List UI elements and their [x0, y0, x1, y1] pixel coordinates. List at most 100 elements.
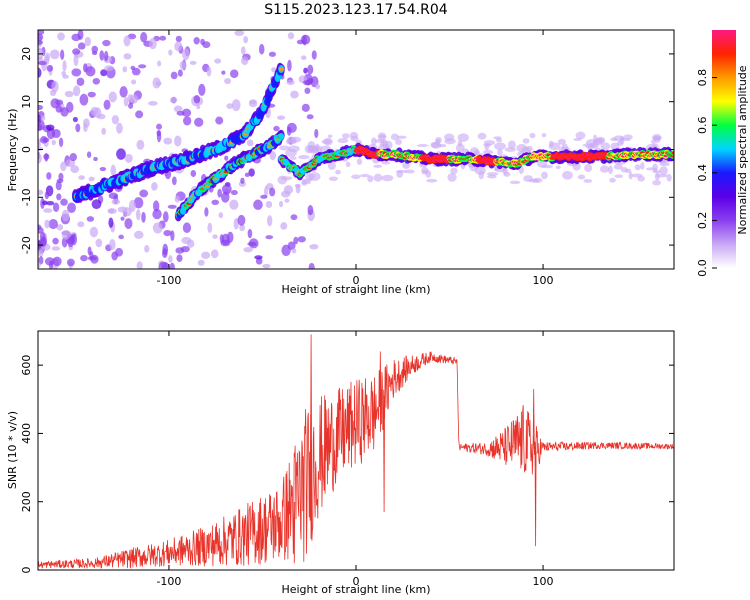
spectrogram-noise [75, 123, 81, 133]
spectrogram-noise [42, 200, 48, 206]
spectrogram-noise [148, 38, 157, 50]
spectrogram-noise [136, 261, 143, 269]
spectrogram-noise [138, 64, 147, 69]
spectrogram-noise [444, 133, 455, 142]
spectrogram-noise [197, 259, 205, 266]
spectrogram-noise [628, 172, 633, 180]
colorbar-tick-label: 0.4 [696, 164, 709, 182]
spectrogram-noise [156, 130, 162, 143]
spectrogram-noise [116, 122, 123, 134]
spectrogram-noise [577, 174, 586, 180]
spectrogram-noise [90, 254, 99, 264]
spectrogram-noise [258, 43, 265, 55]
spectrogram-noise [286, 79, 295, 86]
spectrogram-noise [44, 191, 49, 200]
spectrogram-noise [430, 141, 439, 149]
spectrogram-noise [71, 68, 82, 77]
spectrogram-noise [478, 170, 485, 180]
spectrogram-noise [529, 132, 536, 139]
spectrogram-noise [72, 116, 78, 123]
spectrogram-noise [616, 140, 624, 147]
spectrogram-noise [356, 158, 363, 165]
spectrogram-noise [583, 178, 593, 183]
spectrogram-noise [66, 258, 75, 267]
spectrogram-noise [171, 176, 177, 186]
spectrogram-noise [157, 60, 162, 67]
colorbar-label: Normalized spectral amplitude [736, 65, 749, 234]
spectrogram-noise [212, 234, 218, 239]
spectrogram-noise [295, 184, 301, 194]
spectrogram-noise [168, 255, 173, 263]
colorbar-tick-label: 0.0 [696, 259, 709, 277]
spectrogram-noise [302, 178, 313, 182]
spectrogram-noise [239, 224, 246, 232]
spectrogram-noise [486, 172, 499, 176]
spectrogram-x-tick-label: 100 [533, 274, 554, 287]
spectrogram-noise [73, 54, 79, 67]
colorbar-ticks: 0.0 0.2 0.4 0.6 0.8 [696, 69, 717, 277]
spectrogram-noise [87, 246, 92, 256]
spectrogram-noise [38, 39, 43, 45]
spectrogram-noise [152, 208, 162, 220]
spectrogram-noise [156, 123, 162, 130]
spectrogram-ridge-main [671, 151, 674, 155]
spectrogram-noise [507, 140, 516, 150]
spectrogram-noise [244, 172, 250, 177]
spectrogram-noise [194, 117, 204, 127]
spectrogram-noise [159, 35, 167, 41]
spectrogram-noise [58, 172, 64, 181]
spectrogram-noise [73, 85, 81, 97]
spectrogram-noise [64, 90, 74, 98]
spectrogram-noise [95, 238, 103, 248]
spectrogram-noise [243, 35, 249, 44]
spectrogram-noise [207, 222, 213, 234]
spectrogram-noise [124, 218, 133, 229]
spectrogram-noise [123, 96, 129, 107]
spectrogram-noise [52, 256, 62, 267]
spectrogram-noise [38, 189, 44, 196]
spectrogram-noise [306, 114, 314, 120]
spectrogram-noise [248, 100, 258, 108]
colorbar-gradient [712, 30, 736, 268]
spectrogram-noise [211, 199, 220, 206]
snr-x-tick-label: -100 [156, 575, 181, 588]
spectrogram-noise [634, 164, 641, 171]
spectrogram-noise [104, 65, 114, 72]
snr-y-tick-label: 200 [20, 491, 33, 512]
spectrogram-noise [162, 248, 168, 259]
spectrogram-noise [311, 50, 317, 60]
spectrogram-noise [120, 216, 125, 221]
snr-x-ticks: -100 0 100 [156, 331, 554, 588]
spectrogram-noise [133, 197, 144, 209]
spectrogram-noise [286, 126, 292, 136]
spectrogram-noise [82, 118, 90, 128]
spectrogram-noise [84, 36, 91, 47]
spectrogram-noise [477, 132, 487, 140]
spectrogram-noise [136, 139, 145, 150]
snr-y-tick-label: 600 [20, 355, 33, 376]
spectrogram-noise [337, 138, 349, 144]
spectrogram-noise [381, 161, 391, 165]
spectrogram-noise [296, 39, 305, 45]
spectrogram-noise [264, 186, 269, 198]
spectrogram-noise [124, 153, 133, 163]
spectrogram-noise [179, 60, 187, 70]
spectrogram-noise [426, 178, 438, 183]
spectrogram-noise [80, 254, 88, 262]
spectrogram-noise [118, 234, 125, 240]
spectrogram-noise [584, 163, 593, 173]
spectrogram-noise [265, 235, 274, 240]
spectrogram-noise [67, 236, 74, 248]
colorbar-tick-label: 0.6 [696, 116, 709, 134]
spectrogram-noise [287, 59, 292, 72]
spectrogram-noise [218, 212, 224, 219]
spectrogram-y-tick-label: 10 [20, 95, 33, 109]
spectrogram-noise [351, 174, 361, 180]
spectrogram-noise [61, 230, 71, 240]
spectrogram-noise [540, 171, 548, 180]
spectrogram-noise [69, 153, 78, 162]
spectrogram-noise [46, 64, 54, 72]
spectrogram-noise [280, 222, 288, 230]
spectrogram-noise [548, 140, 554, 148]
